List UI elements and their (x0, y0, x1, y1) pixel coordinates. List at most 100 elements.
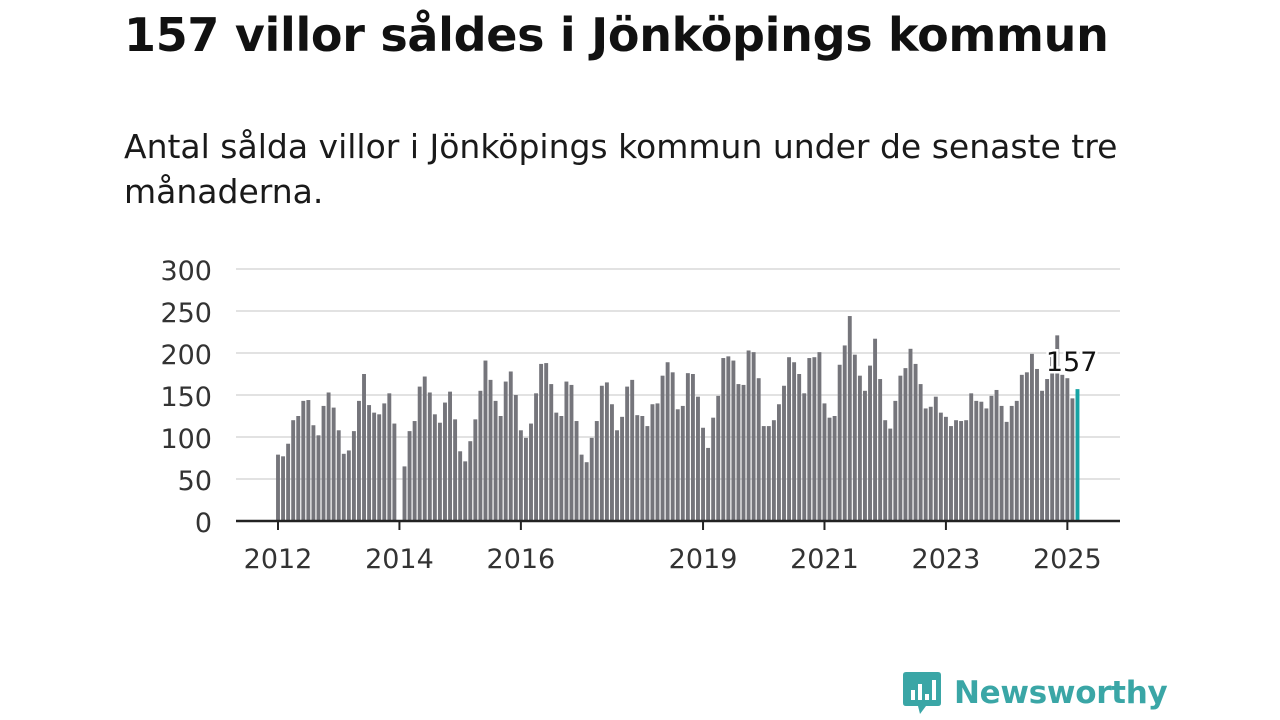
bar (837, 364, 842, 521)
y-tick-label: 200 (160, 340, 212, 371)
bar (832, 416, 837, 521)
bar (579, 454, 584, 521)
bar (1065, 378, 1070, 521)
x-axis: 2012 2014 2016 2019 2021 2023 2025 (236, 519, 1120, 575)
bar (1060, 374, 1065, 521)
bar (1050, 354, 1055, 521)
bar (362, 374, 366, 521)
bar (599, 385, 604, 521)
bar (1035, 368, 1039, 521)
bar (508, 371, 513, 521)
bar (893, 400, 898, 521)
bar (716, 395, 721, 521)
bar (852, 354, 857, 521)
bar (964, 420, 969, 521)
bar (346, 450, 351, 521)
bar (645, 426, 650, 521)
bar (883, 420, 888, 521)
bar (756, 378, 761, 521)
chart-title: 157 villor såldes i Jönköpings kommun (124, 8, 1109, 62)
bar (949, 426, 953, 521)
bar (918, 384, 923, 521)
bar (437, 422, 442, 521)
bar (539, 363, 544, 521)
bar (291, 420, 296, 521)
bar (286, 443, 291, 521)
bar (802, 393, 807, 521)
bar (331, 407, 336, 521)
bar (974, 400, 979, 521)
bar (782, 385, 786, 521)
bar (1009, 405, 1014, 521)
bar (493, 400, 498, 521)
bar (842, 345, 847, 521)
bar (407, 431, 412, 521)
bar (675, 409, 680, 521)
bar (994, 389, 999, 521)
bar (387, 393, 392, 521)
y-tick-label: 250 (160, 298, 212, 329)
bar (1024, 372, 1029, 521)
bar (933, 396, 938, 521)
bar (488, 379, 493, 521)
y-tick-label: 150 (160, 382, 212, 413)
x-tick-label: 2016 (487, 544, 556, 575)
bar (498, 416, 503, 521)
bar (523, 437, 528, 521)
bar (1040, 390, 1045, 521)
bar (938, 412, 943, 521)
bar (610, 404, 614, 521)
bar (549, 384, 554, 521)
bar (529, 423, 533, 521)
bar (721, 358, 726, 521)
bar (357, 400, 361, 521)
bar (311, 425, 316, 521)
bar (367, 405, 372, 521)
bar (594, 421, 599, 521)
bar (478, 390, 483, 521)
newsworthy-logo: Newsworthy (902, 668, 1168, 718)
y-tick-label: 300 (160, 256, 212, 287)
bar (863, 390, 867, 521)
bar (422, 376, 427, 521)
bar (665, 362, 670, 521)
bar (685, 373, 690, 521)
bar (766, 426, 771, 521)
bar (701, 427, 705, 521)
bar (746, 350, 751, 521)
bar (817, 352, 822, 521)
y-tick-label: 50 (178, 466, 212, 497)
bar (650, 404, 655, 521)
bar (351, 431, 356, 521)
bar (503, 381, 508, 521)
bar (736, 384, 741, 521)
bar (276, 454, 280, 521)
x-tick-label: 2012 (244, 544, 313, 575)
bar (873, 338, 878, 521)
bar (731, 360, 736, 521)
bar (448, 391, 452, 521)
bar (392, 423, 397, 521)
bar (432, 414, 437, 521)
bar (1004, 421, 1009, 521)
bar (1055, 335, 1060, 521)
bar (377, 414, 382, 521)
bar (1029, 353, 1034, 521)
bar (574, 421, 579, 521)
bar (630, 379, 635, 521)
bar (660, 375, 665, 521)
bar (680, 405, 685, 521)
bar (336, 430, 341, 521)
bar (569, 384, 574, 521)
bar (1075, 389, 1080, 521)
y-axis: 0 50 100 150 200 250 300 (160, 256, 212, 539)
bar (458, 451, 463, 521)
bar (959, 421, 964, 521)
bar (888, 428, 893, 521)
bar (726, 356, 731, 521)
bar (564, 381, 569, 521)
x-tick-label: 2021 (790, 544, 859, 575)
bar (281, 456, 286, 521)
brand-name: Newsworthy (954, 675, 1168, 711)
